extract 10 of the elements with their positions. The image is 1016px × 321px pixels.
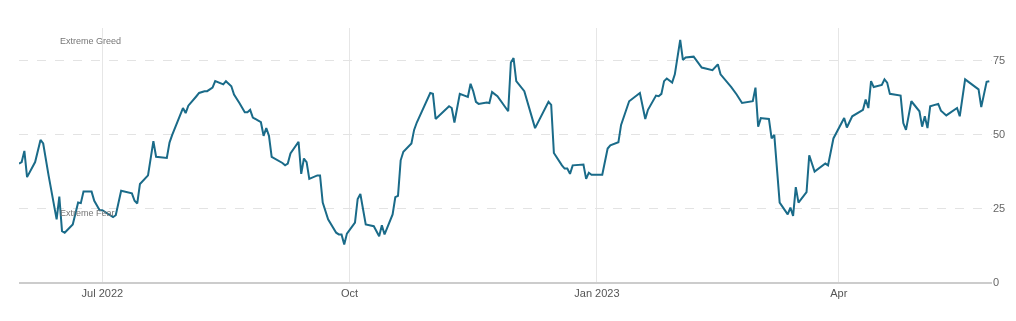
y-tick-label: 50	[993, 128, 1006, 141]
x-tick-label: Jan 2023	[574, 286, 620, 299]
y-tick-label: 25	[993, 202, 1006, 215]
line-series	[19, 38, 991, 246]
x-tick-label: Oct	[341, 286, 359, 299]
y-tick-label: 75	[993, 54, 1006, 67]
x-tick-label: Apr	[830, 286, 848, 299]
y-tick-label: 0	[993, 275, 1000, 288]
annotation: Extreme Greed	[60, 36, 122, 46]
x-tick-label: Jul 2022	[81, 286, 124, 299]
